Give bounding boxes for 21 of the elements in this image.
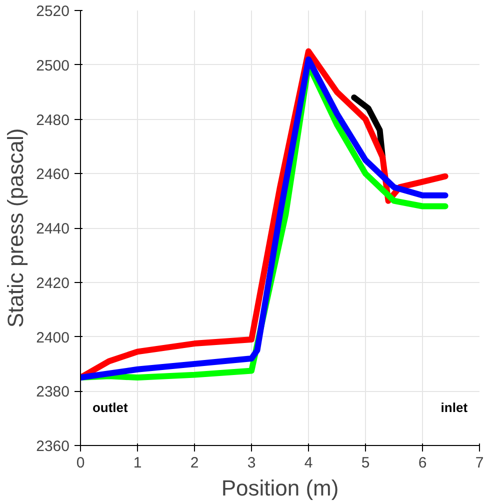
y-tick-label: 2500 [36, 57, 70, 74]
y-tick-label: 2380 [36, 384, 70, 401]
y-tick-label: 2440 [36, 220, 70, 238]
x-tick-label: 6 [418, 454, 427, 472]
x-tick-label: 0 [76, 454, 85, 472]
y-tick-label: 2520 [36, 3, 70, 20]
x-tick-label: 5 [361, 454, 370, 472]
annotation: inlet [440, 400, 468, 416]
annotation: outlet [92, 400, 129, 416]
x-tick-label: 1 [133, 454, 142, 472]
y-tick-label: 2420 [36, 274, 70, 292]
y-axis-title: Static press (pascal) [3, 128, 28, 328]
y-tick-label: 2480 [36, 112, 70, 129]
y-tick-label: 2400 [36, 329, 70, 346]
x-axis-title: Position (m) [221, 476, 339, 500]
x-tick-label: 4 [304, 454, 313, 472]
y-tick-label: 2460 [36, 166, 70, 184]
x-tick-label: 7 [475, 454, 484, 472]
x-tick-label: 2 [190, 454, 199, 472]
y-tick-label: 2360 [36, 438, 70, 455]
x-tick-label: 3 [247, 454, 256, 472]
